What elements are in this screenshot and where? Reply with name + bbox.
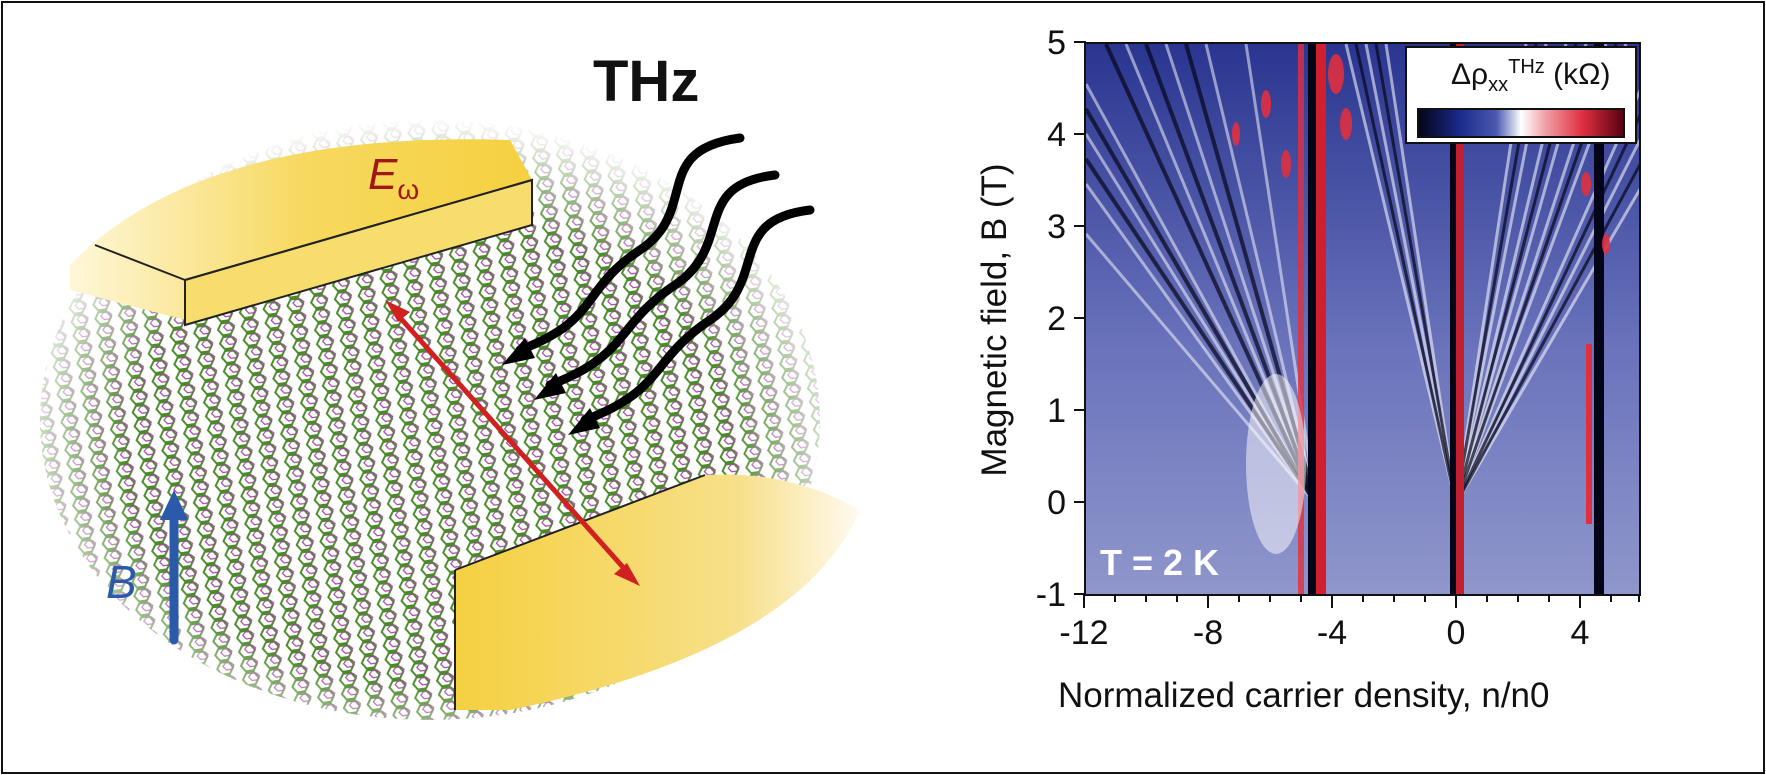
x-tick-label: 0 xyxy=(1446,614,1466,652)
y-tick-label: 2 xyxy=(1047,300,1066,338)
x-tick-label: 4 xyxy=(1570,614,1590,652)
temperature-annotation: T = 2 K xyxy=(1100,542,1220,583)
y-tick-label: 0 xyxy=(1047,484,1066,522)
colorbar-gradient xyxy=(1417,108,1625,138)
thz-label: THz xyxy=(593,49,700,114)
y-tick-label: 1 xyxy=(1047,392,1066,430)
x-tick-label: -12 xyxy=(1059,614,1109,652)
b-field-label: B xyxy=(106,556,137,608)
colorbar-legend: ΔρxxTHz (kΩ) xyxy=(1405,46,1637,144)
y-tick-label: 3 xyxy=(1047,208,1066,246)
colorbar-title: ΔρxxTHz (kΩ) xyxy=(1451,56,1611,96)
y-tick-label: 4 xyxy=(1047,116,1066,154)
thz-waves-icon xyxy=(515,133,815,425)
x-axis-label: Normalized carrier density, n/n0 xyxy=(1058,676,1550,715)
e-field-label: Eω xyxy=(368,150,420,205)
device-schematic xyxy=(38,118,860,722)
e-field-arrow xyxy=(385,300,640,586)
x-axis-ticks xyxy=(1083,594,1640,608)
y-tick-label: 5 xyxy=(1047,24,1066,62)
x-tick-label: -8 xyxy=(1192,614,1224,652)
b-field-arrow xyxy=(160,490,188,645)
top-electrode xyxy=(70,139,532,320)
y-axis-ticks xyxy=(1074,41,1086,595)
y-tick-label: -1 xyxy=(1035,576,1066,614)
y-axis-label: Magnetic field, B (T) xyxy=(975,163,1014,477)
bottom-electrode xyxy=(455,474,860,710)
x-tick-label: -4 xyxy=(1316,614,1348,652)
